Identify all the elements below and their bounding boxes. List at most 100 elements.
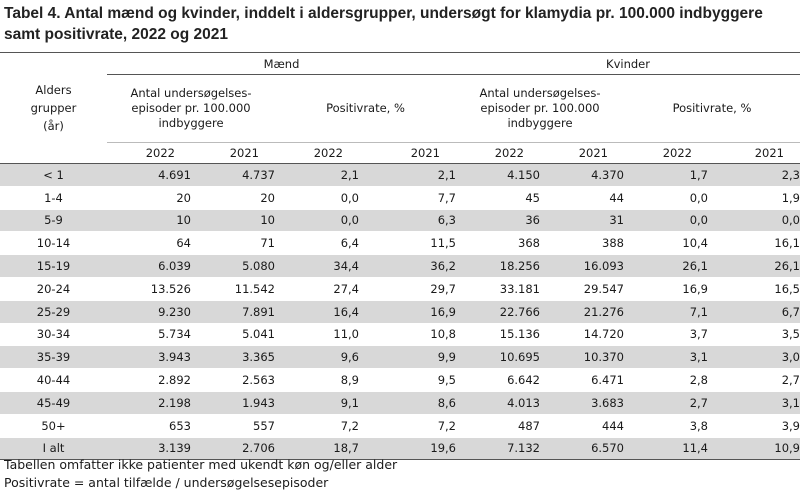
footnote-2: Positivrate = antal tilfælde / undersøge… (4, 475, 329, 490)
value-cell: 26,1 (624, 254, 708, 278)
age-group-cell: 40-44 (0, 368, 107, 392)
value-cell: 36,2 (359, 254, 456, 278)
value-cell: 3,1 (624, 345, 708, 370)
value-cell: 3,1 (708, 391, 800, 415)
header-row-years: 2022 2021 2022 2021 2022 2021 2022 2021 (0, 143, 800, 164)
value-cell: 2,7 (708, 368, 800, 392)
value-cell: 368 (456, 231, 540, 256)
value-cell: 10.695 (456, 345, 540, 370)
value-cell: 0,0 (275, 186, 359, 210)
age-group-cell: 30-34 (0, 323, 107, 347)
value-cell: 653 (107, 414, 191, 438)
value-cell: 3,8 (624, 414, 708, 438)
value-cell: 2,1 (359, 163, 456, 187)
header-age-group-label: Alders grupper (år) (30, 82, 77, 133)
value-cell: 64 (107, 231, 191, 256)
value-cell: 6.039 (107, 254, 191, 278)
value-cell: 9,5 (359, 368, 456, 392)
value-cell: 29.547 (540, 277, 624, 301)
header-row-sex: Mænd Kvinder (0, 52, 800, 75)
value-cell: 2,3 (708, 163, 800, 187)
value-cell: 487 (456, 414, 540, 438)
value-cell: 10,8 (359, 323, 456, 347)
value-cell: 16,9 (624, 277, 708, 301)
table-title: Tabel 4. Antal mænd og kvinder, inddelt … (4, 5, 763, 43)
table-row: 30-34 5.734 5.041 11,0 10,8 15.136 14.720 3,7 3,… (0, 323, 800, 347)
value-cell: 0,0 (624, 209, 708, 233)
value-cell: 11.542 (191, 277, 275, 301)
value-cell: 2,7 (624, 391, 708, 415)
value-cell: 36 (456, 209, 540, 233)
age-group-cell: I alt (0, 437, 107, 461)
table-row: 1-4 20 20 0,0 7,7 45 44 0,0 1,9 (0, 186, 800, 210)
value-cell: 3,9 (708, 414, 800, 438)
value-cell: 10.370 (540, 345, 624, 370)
value-cell: 0,0 (708, 209, 800, 233)
value-cell: 4.737 (191, 163, 275, 187)
header-women-positivrate-label: Positivrate, % (672, 101, 752, 115)
value-cell: 9,9 (359, 345, 456, 370)
value-cell: 2,8 (624, 368, 708, 392)
table-body: < 1 4.691 4.737 2,1 2,1 4.150 4.370 1,7 2,3 1-4 20… (0, 163, 800, 461)
value-cell: 3.683 (540, 391, 624, 415)
value-cell: 20 (191, 186, 275, 210)
header-year: 2021 (229, 146, 259, 160)
value-cell: 7,2 (359, 414, 456, 438)
age-group-cell: 50+ (0, 414, 107, 438)
value-cell: 16,4 (275, 300, 359, 324)
value-cell: 6.570 (540, 437, 624, 461)
header-year: 2021 (578, 146, 608, 160)
value-cell: 6,4 (275, 231, 359, 256)
value-cell: 8,6 (359, 391, 456, 415)
value-cell: 0,0 (275, 209, 359, 233)
value-cell: 6.471 (540, 368, 624, 392)
value-cell: 444 (540, 414, 624, 438)
value-cell: 388 (540, 231, 624, 256)
value-cell: 7,7 (359, 186, 456, 210)
table-row: 40-44 2.892 2.563 8,9 9,5 6.642 6.471 2,8 2,7 (0, 368, 800, 392)
value-cell: 10,4 (624, 231, 708, 256)
value-cell: 16,1 (708, 231, 800, 256)
value-cell: 71 (191, 231, 275, 256)
value-cell: 19,6 (359, 437, 456, 461)
header-age-group: Alders grupper (år) (0, 75, 107, 164)
value-cell: 5.734 (107, 323, 191, 347)
header-men-positivrate: Positivrate, % (275, 74, 456, 143)
value-cell: 16,9 (359, 300, 456, 324)
age-group-cell: 10-14 (0, 231, 107, 256)
header-year: 2022 (313, 146, 343, 160)
value-cell: 29,7 (359, 277, 456, 301)
header-women-episodes-label: Antal undersøgelses-episoder pr. 100.000… (479, 86, 601, 130)
value-cell: 11,0 (275, 323, 359, 347)
table-row: < 1 4.691 4.737 2,1 2,1 4.150 4.370 1,7 2,3 (0, 163, 800, 187)
value-cell: 33.181 (456, 277, 540, 301)
age-group-cell: 15-19 (0, 254, 107, 278)
header-men: Mænd (107, 52, 456, 75)
table-row: 15-19 6.039 5.080 34,4 36,2 18.256 16.093 26,1 2… (0, 254, 800, 278)
value-cell: 15.136 (456, 323, 540, 347)
value-cell: 34,4 (275, 254, 359, 278)
header-women-positivrate: Positivrate, % (624, 74, 800, 143)
value-cell: 9.230 (107, 300, 191, 324)
age-group-cell: 35-39 (0, 345, 107, 370)
value-cell: 557 (191, 414, 275, 438)
age-group-cell: 5-9 (0, 209, 107, 233)
age-group-cell: 20-24 (0, 277, 107, 301)
value-cell: 2,1 (275, 163, 359, 187)
age-group-cell: 25-29 (0, 300, 107, 324)
value-cell: 4.150 (456, 163, 540, 187)
value-cell: 3.943 (107, 345, 191, 370)
value-cell: 18.256 (456, 254, 540, 278)
value-cell: 2.892 (107, 368, 191, 392)
value-cell: 8,9 (275, 368, 359, 392)
value-cell: 21.276 (540, 300, 624, 324)
value-cell: 9,1 (275, 391, 359, 415)
table-row: 20-24 13.526 11.542 27,4 29,7 33.181 29.547 16,… (0, 277, 800, 301)
value-cell: 31 (540, 209, 624, 233)
value-cell: 3,5 (708, 323, 800, 347)
value-cell: 26,1 (708, 254, 800, 278)
value-cell: 20 (107, 186, 191, 210)
value-cell: 27,4 (275, 277, 359, 301)
value-cell: 5.041 (191, 323, 275, 347)
value-cell: 7,2 (275, 414, 359, 438)
